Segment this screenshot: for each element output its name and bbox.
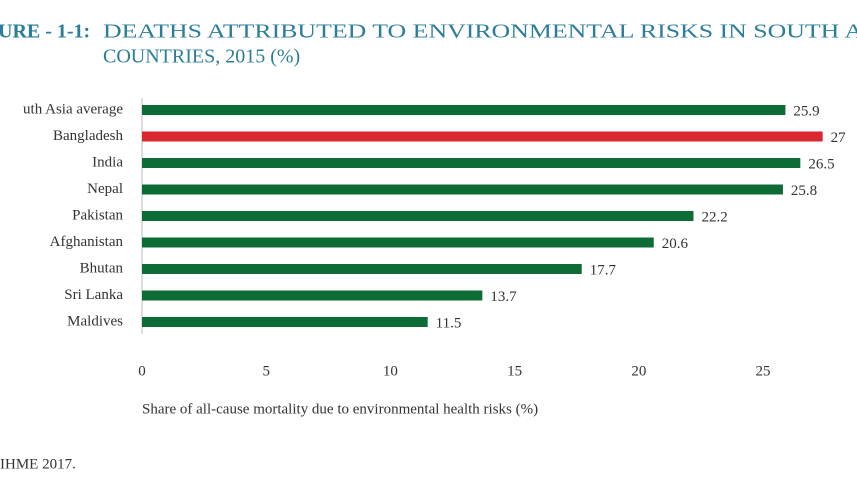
source: IHME 2017.: [0, 456, 76, 472]
value-label: 25.9: [793, 103, 819, 119]
bar: [142, 317, 428, 327]
x-tick-label: 15: [507, 363, 522, 379]
bar: [142, 131, 823, 142]
x-tick-label: 5: [262, 363, 270, 379]
x-axis-label: Share of all-cause mortality due to envi…: [142, 401, 538, 417]
value-label: 11.5: [436, 315, 462, 331]
bar: [142, 211, 694, 221]
value-label: 26.5: [808, 156, 834, 172]
y-tick-label: Bangladesh: [53, 128, 123, 144]
bar: [142, 105, 786, 115]
y-tick-label: Bhutan: [80, 260, 124, 276]
chart-title: COUNTRIES, 2015 (%): [103, 46, 300, 68]
chart-title: DEATHS ATTRIBUTED TO ENVIRONMENTAL RISKS…: [103, 21, 857, 43]
bar: [142, 237, 654, 248]
y-tick-label: Maldives: [67, 313, 123, 329]
bar: [142, 184, 783, 195]
y-tick-label: Afghanistan: [50, 234, 124, 250]
y-tick-label: Nepal: [87, 181, 123, 197]
bar: [142, 264, 582, 274]
bar: [142, 290, 483, 301]
x-tick-label: 10: [383, 363, 398, 379]
value-label: 20.6: [662, 236, 689, 252]
value-label: 27: [831, 130, 847, 146]
x-tick-label: 25: [756, 363, 771, 379]
y-tick-label: Sri Lanka: [64, 287, 123, 303]
figure-label: URE - 1-1:: [0, 21, 90, 43]
bar: [142, 158, 801, 168]
value-label: 22.2: [701, 209, 727, 225]
y-tick-label: India: [92, 154, 123, 170]
value-label: 13.7: [490, 289, 517, 305]
value-label: 17.7: [590, 262, 617, 278]
y-tick-label: uth Asia average: [23, 101, 123, 117]
value-label: 25.8: [791, 183, 817, 199]
y-tick-label: Pakistan: [72, 207, 123, 223]
x-tick-label: 20: [631, 363, 646, 379]
x-tick-label: 0: [138, 363, 146, 379]
